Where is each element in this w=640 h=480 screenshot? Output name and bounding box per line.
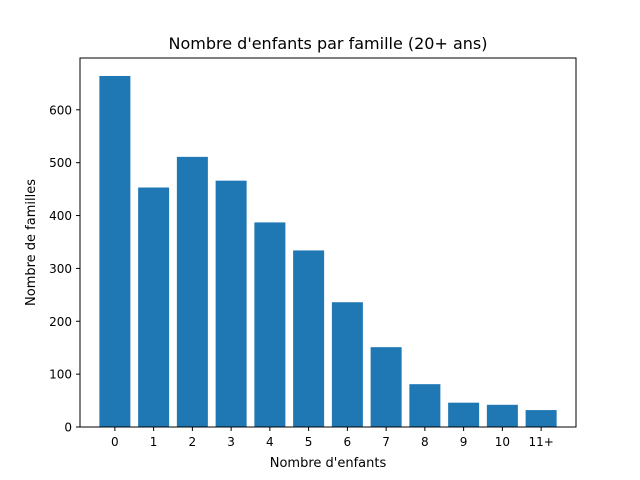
plot-frame — [79, 57, 577, 428]
bar-10 — [486, 404, 518, 427]
x-tick-label: 1 — [150, 435, 158, 449]
bar-1 — [138, 187, 170, 427]
y-tick-label: 0 — [64, 421, 72, 435]
x-tick-label: 0 — [111, 435, 119, 449]
x-tick-label: 9 — [460, 435, 468, 449]
x-axis-ticks: 0 1 2 3 4 5 6 7 8 9 10 11+ — [111, 427, 554, 449]
bar-2 — [176, 156, 208, 428]
bars-group — [99, 75, 557, 428]
bar-9 — [448, 402, 480, 427]
chart-title: Nombre d'enfants par famille (20+ ans) — [169, 34, 488, 53]
y-tick-label: 200 — [49, 315, 72, 329]
y-tick-label: 400 — [49, 209, 72, 223]
bar-7 — [370, 347, 402, 427]
x-tick-label: 6 — [344, 435, 352, 449]
bar-6 — [331, 302, 363, 427]
x-tick-label: 11+ — [528, 435, 553, 449]
x-tick-label: 4 — [266, 435, 274, 449]
y-axis-label: Nombre de familles — [24, 179, 39, 306]
y-tick-label: 500 — [49, 156, 72, 170]
y-tick-label: 300 — [49, 262, 72, 276]
x-tick-label: 2 — [189, 435, 197, 449]
bar-4 — [254, 222, 286, 427]
y-axis-ticks: 0 100 200 300 400 500 600 — [49, 103, 80, 435]
x-tick-label: 7 — [382, 435, 390, 449]
bar-0 — [99, 75, 131, 427]
bar-3 — [215, 180, 247, 427]
x-tick-label: 5 — [305, 435, 313, 449]
bar-11+ — [525, 410, 557, 427]
x-tick-label: 3 — [227, 435, 235, 449]
x-axis-label: Nombre d'enfants — [270, 456, 387, 471]
x-tick-label: 10 — [495, 435, 510, 449]
bar-5 — [293, 250, 325, 427]
y-tick-label: 100 — [49, 368, 72, 382]
bar-8 — [409, 384, 441, 427]
y-tick-label: 600 — [49, 103, 72, 117]
x-tick-label: 8 — [421, 435, 429, 449]
